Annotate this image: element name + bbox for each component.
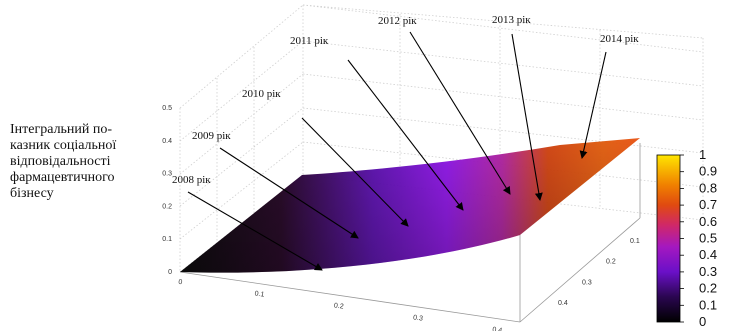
y-tick-label: 0.3	[582, 279, 592, 286]
surface-mesh	[180, 138, 640, 273]
colorbar-tick-label: 0.5	[699, 231, 717, 246]
y-tick-label: 0.1	[630, 238, 640, 245]
z-tick-label: 0.4	[162, 138, 172, 145]
y-axis-ticks: 0.1 0.2 0.3 0.4	[558, 238, 640, 307]
z-axis-ticks: 0 0.1 0.2 0.3 0.4 0.5	[162, 105, 172, 276]
z-axis-label-line: бізнесу	[10, 186, 54, 201]
annotation-arrow	[219, 147, 359, 239]
colorbar	[656, 154, 681, 323]
annotation-arrow	[579, 51, 607, 159]
annotation-label: 2010 рік	[242, 88, 281, 100]
colorbar-tick-label: 0.8	[699, 180, 717, 195]
annotation-label: 2012 рік	[378, 15, 417, 27]
colorbar-tick-label: 1	[699, 147, 706, 162]
z-axis-label-line: казник соціальної	[10, 138, 117, 153]
z-tick-label: 0.2	[162, 203, 172, 210]
annotation-label: 2014 рік	[600, 33, 639, 45]
z-tick-label: 0.1	[162, 236, 172, 243]
y-tick-label: 0.4	[558, 300, 568, 307]
annotation-label: 2013 рік	[492, 14, 531, 26]
annotation-arrow	[511, 33, 543, 201]
colorbar-ticks: 0 0.10.2 0.3 0.40.5 0.6 0.7 0.80.9 1	[680, 147, 717, 329]
x-tick-label: 0.2	[333, 302, 344, 310]
grid-lines	[179, 4, 704, 273]
x-tick-label: 0.1	[254, 290, 265, 298]
colorbar-tick-label: 0.9	[699, 164, 717, 179]
z-axis-label-line: відповідальності	[10, 154, 111, 169]
colorbar-tick-label: 0.6	[699, 214, 717, 229]
annotation-label: 2011 рік	[290, 35, 329, 47]
annotation-arrow	[347, 59, 464, 211]
annotation-arrow	[409, 31, 511, 195]
colorbar-tick-label: 0.1	[699, 297, 717, 312]
annotation-label: 2008 рік	[172, 174, 211, 186]
z-axis-label-line: Інтегральний по-	[10, 122, 113, 137]
x-axis-ticks: 0 0.1 0.2 0.3 0.4	[178, 279, 503, 331]
y-tick-label: 0.2	[606, 259, 616, 266]
colorbar-tick-label: 0.3	[699, 264, 717, 279]
z-tick-label: 0.3	[162, 171, 172, 178]
x-tick-label: 0.3	[413, 314, 424, 322]
colorbar-tick-label: 0.4	[699, 247, 717, 262]
axis-frame	[179, 143, 641, 323]
year-annotations: 2008 рік 2009 рік 2010 рік 2011 рік 2012 рік…	[172, 14, 639, 271]
z-tick-label: 0.5	[162, 105, 172, 112]
x-tick-label: 0	[178, 279, 183, 286]
colorbar-tick-label: 0.7	[699, 197, 717, 212]
colorbar-tick-label: 0	[699, 314, 706, 329]
annotation-arrow	[187, 191, 323, 271]
x-tick-label: 0.4	[492, 326, 503, 331]
z-tick-label: 0	[168, 269, 172, 276]
z-axis-label: Інтегральний по- казник соціальної відпо…	[10, 122, 150, 202]
z-axis-label-line: фармацевтичного	[10, 170, 115, 185]
colorbar-tick-label: 0.2	[699, 281, 717, 296]
annotation-arrow	[301, 117, 409, 227]
annotation-label: 2009 рік	[192, 130, 231, 142]
